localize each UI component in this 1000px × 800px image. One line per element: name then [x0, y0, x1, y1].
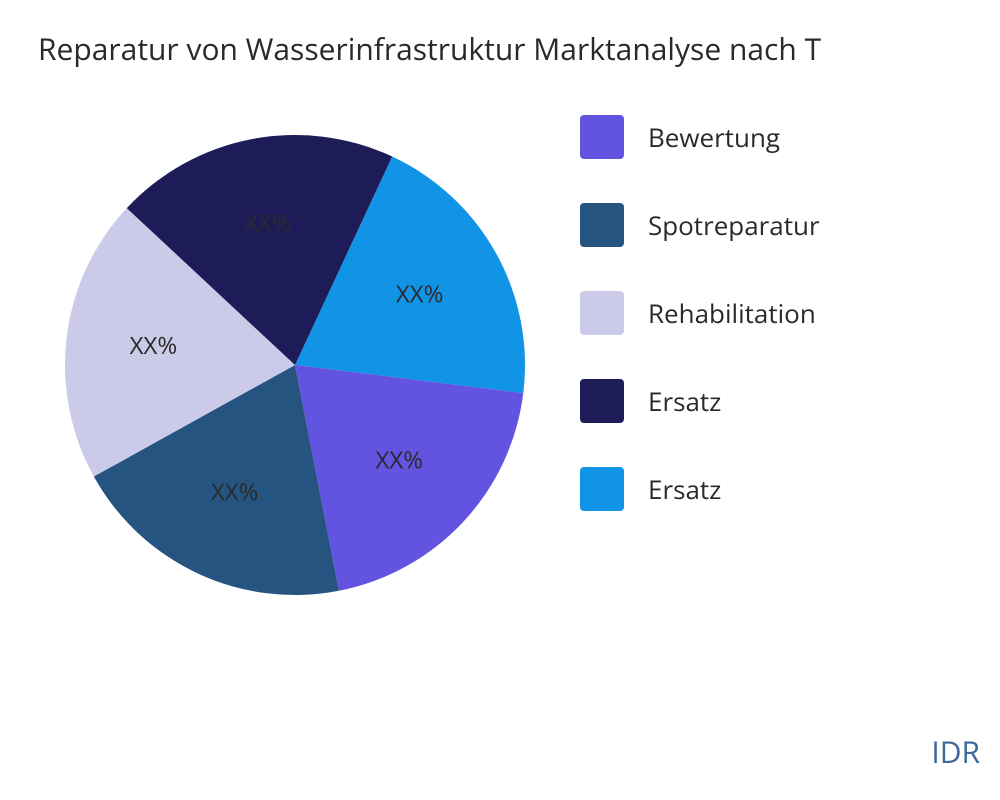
legend-item: Spotreparatur — [580, 203, 820, 247]
pie-svg: XX% XX% XX% XX% XX% — [60, 130, 530, 600]
legend-label: Spotreparatur — [648, 207, 820, 243]
legend-swatch — [580, 115, 624, 159]
slice-label: XX% — [130, 329, 178, 362]
slice-label: XX% — [396, 277, 444, 310]
legend-label: Rehabilitation — [648, 295, 816, 331]
legend-item: Ersatz — [580, 467, 820, 511]
slice-label: XX% — [376, 444, 424, 477]
legend-label: Ersatz — [648, 383, 721, 419]
legend-item: Ersatz — [580, 379, 820, 423]
legend-item: Bewertung — [580, 115, 820, 159]
slice-label: XX% — [211, 476, 259, 509]
legend-swatch — [580, 467, 624, 511]
legend-label: Ersatz — [648, 471, 721, 507]
slice-label: XX% — [244, 206, 292, 239]
legend-label: Bewertung — [648, 119, 780, 155]
legend-item: Rehabilitation — [580, 291, 820, 335]
legend: Bewertung Spotreparatur Rehabilitation Ersa… — [580, 115, 820, 511]
chart-title: Reparatur von Wasserinfrastruktur Markta… — [38, 28, 821, 69]
pie-chart: XX% XX% XX% XX% XX% — [60, 130, 530, 600]
legend-swatch — [580, 379, 624, 423]
legend-swatch — [580, 291, 624, 335]
legend-swatch — [580, 203, 624, 247]
footer-brand: IDR — [931, 731, 980, 772]
